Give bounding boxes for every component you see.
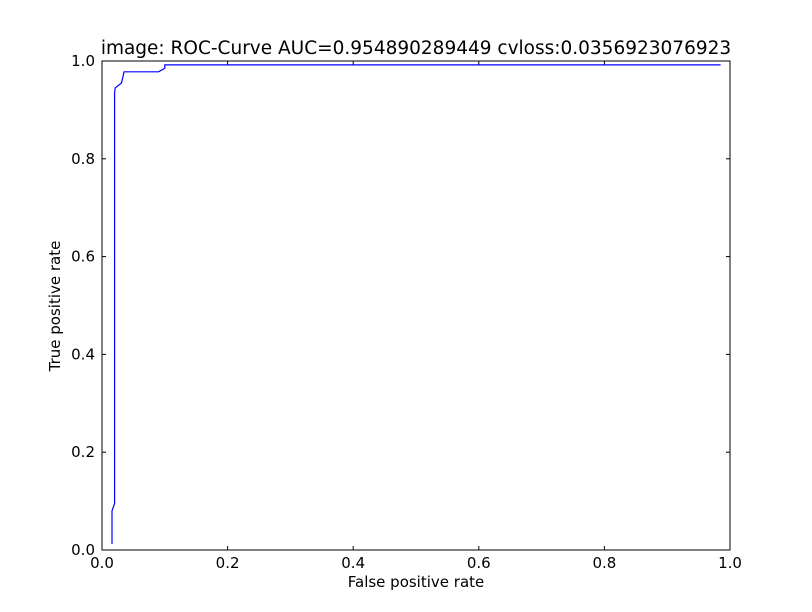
x-tick-label: 0.0 [90,554,114,572]
y-tick-label: 0.8 [71,150,95,168]
y-axis-label: True positive rate [46,241,64,373]
x-tick-label: 0.4 [341,554,365,572]
x-tick-label: 0.2 [216,554,240,572]
series-layer [111,64,721,545]
y-tick-label: 0.4 [71,345,95,363]
y-tick-label: 0.0 [71,541,95,559]
x-axis-label: False positive rate [348,573,485,591]
y-tick-label: 1.0 [71,52,95,70]
roc-curve-line [111,64,721,545]
x-tick-label: 1.0 [718,554,742,572]
y-tick-label: 0.2 [71,443,95,461]
chart-title: image: ROC-Curve AUC=0.954890289449 cvlo… [101,38,731,59]
x-tick-label: 0.8 [592,554,616,572]
y-tick-label: 0.6 [71,248,95,266]
x-tick-label: 0.6 [467,554,491,572]
plot-area [101,60,731,551]
axis-ticks: 0.0 0.2 0.4 0.6 0.8 1.0 0.0 0.2 0.4 0.6 0.8 1.0 [71,52,742,572]
